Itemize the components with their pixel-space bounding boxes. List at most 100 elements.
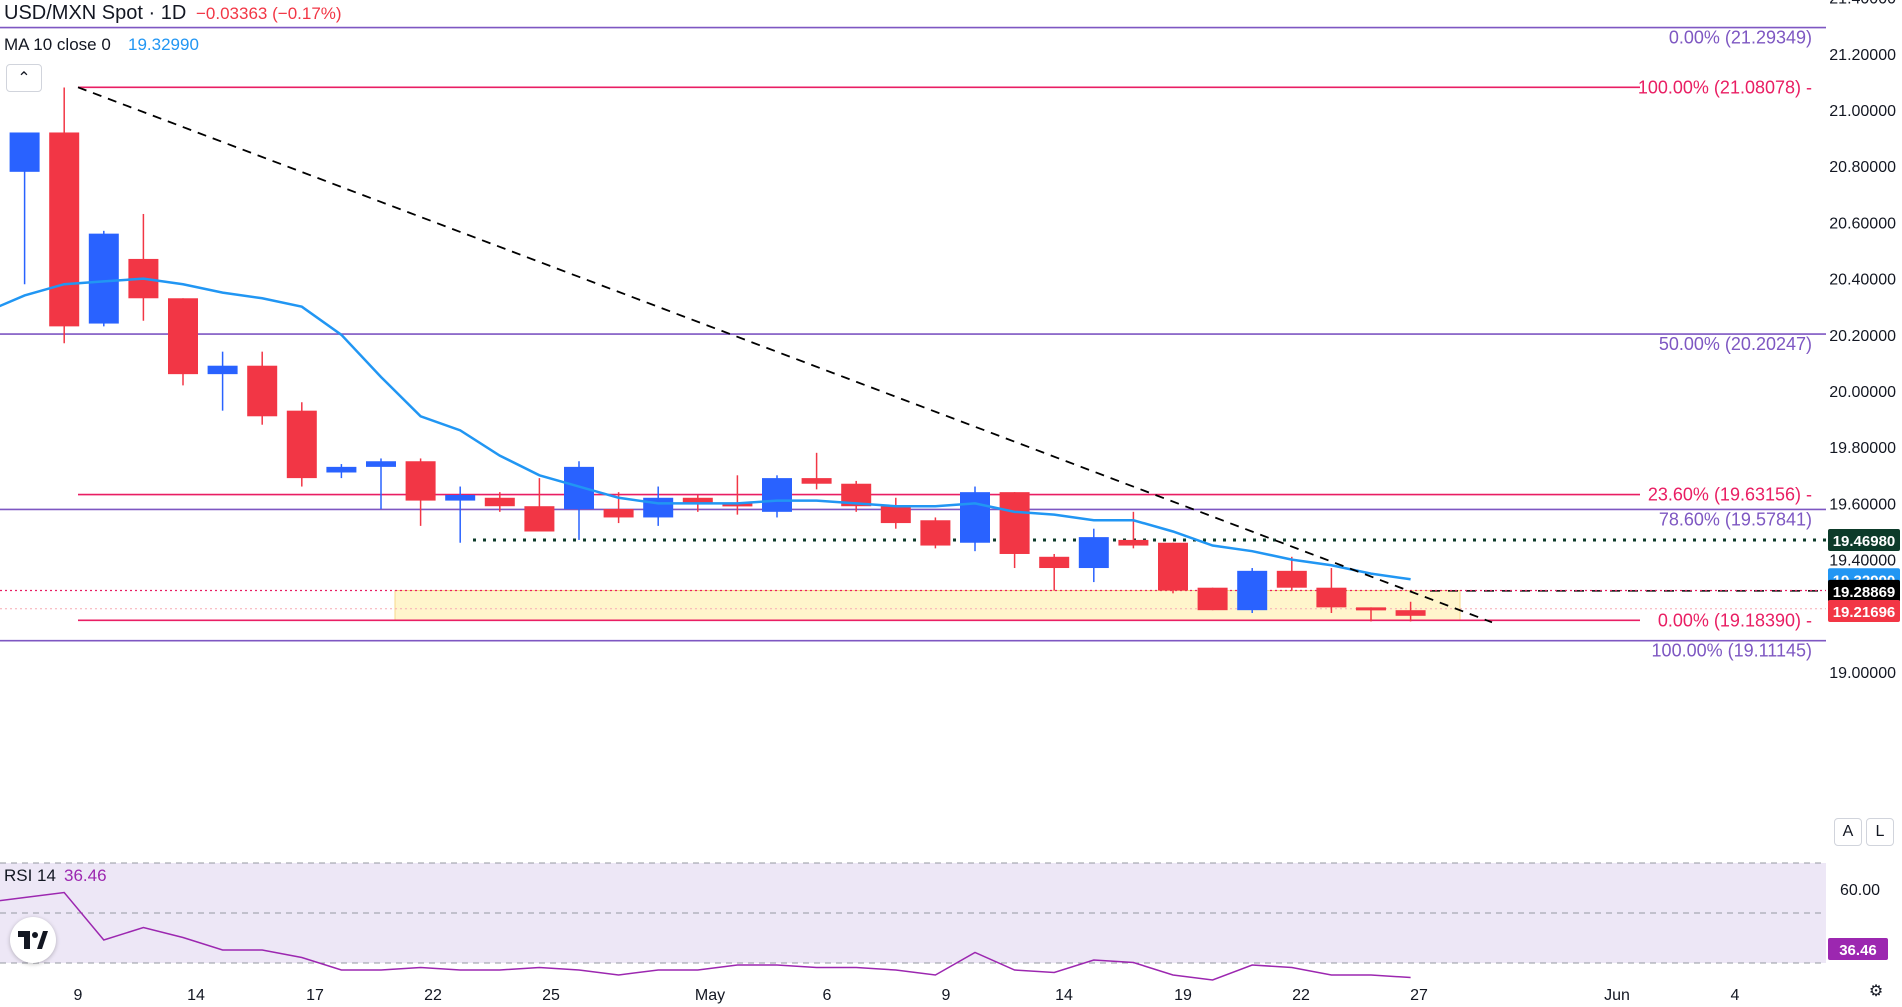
rsi-line: [0, 891, 1411, 981]
auto-label: A: [1842, 823, 1854, 840]
log-label: L: [1875, 823, 1885, 840]
candle-body: [1078, 537, 1109, 569]
fib-label: 50.00% (20.20247): [1659, 334, 1812, 354]
candle-body: [920, 520, 951, 546]
candle-body: [247, 365, 278, 417]
price-tag: [1828, 528, 1900, 551]
candle-body: [1118, 539, 1149, 546]
horizontal-levels: [0, 538, 1826, 610]
change-value: −0.03363 (−0.17%): [196, 4, 342, 23]
fib-label: 100.00% (21.08078) -: [1638, 77, 1812, 97]
candle-body: [286, 410, 317, 479]
candles: [9, 87, 1426, 622]
x-tick-label: 4: [1731, 987, 1740, 1004]
candle-body: [801, 478, 832, 484]
x-tick-label: 22: [1292, 987, 1310, 1004]
candle-body: [1237, 570, 1268, 611]
price-tag-text: 19.21696: [1833, 604, 1896, 621]
auto-scale-button[interactable]: A: [1834, 818, 1862, 846]
support-zone: [394, 590, 1461, 621]
candle-body: [722, 503, 753, 507]
candle-body: [49, 132, 80, 327]
x-tick-label: 19: [1174, 987, 1192, 1004]
rsi-value-tag-text: 36.46: [1839, 942, 1877, 959]
y-tick-label: 20.20000: [1829, 328, 1896, 345]
candle-body: [762, 478, 792, 512]
trendline[interactable]: [77, 86, 1493, 624]
candle-body: [1316, 587, 1347, 608]
time-axis[interactable]: 9 14 17 22 25 May 6 9 14 19 22 27 Jun 4: [74, 987, 1740, 1004]
candle-body: [524, 506, 555, 532]
fib-label: 23.60% (19.63156) -: [1648, 485, 1812, 505]
candle-body: [168, 298, 198, 375]
candle-body: [1276, 570, 1307, 588]
y-tick-label: 20.60000: [1829, 215, 1896, 232]
ma-line: [0, 277, 1411, 581]
price-tag-text: 19.46980: [1833, 533, 1896, 550]
tradingview-logo[interactable]: [10, 917, 56, 963]
x-tick-label: 14: [1055, 987, 1073, 1004]
price-tag: [1828, 579, 1900, 602]
y-tick-label: 21.40000: [1829, 0, 1896, 8]
y-tick-label: 20.00000: [1829, 384, 1896, 401]
x-tick-label: 27: [1410, 987, 1428, 1004]
collapse-legend-button[interactable]: ⌃: [6, 64, 42, 92]
y-tick-label: 19.00000: [1829, 665, 1896, 682]
rsi-tick-label: 60.00: [1840, 882, 1880, 899]
candle-body: [603, 509, 634, 518]
fib-label: 78.60% (19.57841): [1659, 509, 1812, 529]
x-tick-label: 22: [424, 987, 442, 1004]
rsi-value: 36.46: [64, 866, 107, 885]
rsi-label: RSI 14: [4, 866, 56, 885]
tradingview-logo-icon: [18, 931, 48, 949]
rsi-pane: RSI 14 36.46 60.00 36.46: [0, 862, 1888, 981]
candle-body: [484, 497, 515, 507]
log-scale-button[interactable]: L: [1866, 818, 1894, 846]
candle-body: [1039, 556, 1070, 569]
chevron-up-icon: ⌃: [17, 70, 31, 87]
x-tick-label: 14: [187, 987, 205, 1004]
candle-body: [207, 365, 238, 375]
y-tick-label: 20.40000: [1829, 272, 1896, 289]
settings-button[interactable]: ⚙: [1862, 978, 1890, 1004]
x-tick-label: 17: [306, 987, 324, 1004]
candle-body: [88, 233, 119, 324]
fib-label: 0.00% (19.18390) -: [1658, 610, 1812, 630]
fib-label: 100.00% (19.11145): [1652, 641, 1812, 661]
x-tick-label: Jun: [1604, 987, 1630, 1004]
x-tick-label: 9: [74, 987, 83, 1004]
y-tick-label: 20.80000: [1829, 159, 1896, 176]
candle-body: [366, 461, 396, 467]
fib-label: 0.00% (21.29349): [1669, 28, 1812, 48]
candle-body: [960, 492, 990, 543]
gear-icon: ⚙: [1868, 983, 1884, 1000]
y-tick-label: 21.20000: [1829, 47, 1896, 64]
y-tick-label: 19.60000: [1829, 496, 1896, 513]
candle-body: [1395, 610, 1426, 616]
candle-body: [999, 492, 1030, 554]
price-tag-text: 19.28869: [1833, 584, 1896, 601]
y-tick-label: 19.80000: [1829, 440, 1896, 457]
y-tick-label: 21.00000: [1829, 103, 1896, 120]
candle-body: [1158, 542, 1188, 591]
candle-body: [1356, 607, 1386, 611]
candle-body: [326, 466, 357, 473]
price-axis[interactable]: 21.40000 21.20000 21.00000 20.80000 20.60000…: [1829, 0, 1896, 682]
rsi-value-tag: [1828, 938, 1888, 960]
candle-body: [405, 461, 436, 501]
candle-body: [564, 466, 594, 510]
price-tag: [1828, 600, 1900, 623]
ma-label: MA 10 close 0: [4, 35, 111, 54]
candle-body: [880, 506, 911, 524]
ma-value: 19.32990: [128, 35, 199, 54]
candle-body: [682, 497, 713, 504]
y-tick-label: 19.40000: [1829, 553, 1896, 570]
candle-body: [1197, 587, 1228, 611]
x-tick-label: 6: [823, 987, 832, 1004]
candle-body: [9, 132, 40, 172]
fibonacci-levels: 0.00% (21.29349) 100.00% (21.08078) - 50.0…: [0, 26, 1826, 661]
x-tick-label: May: [695, 987, 725, 1004]
symbol-title: USD/MXN Spot · 1D: [4, 2, 186, 24]
